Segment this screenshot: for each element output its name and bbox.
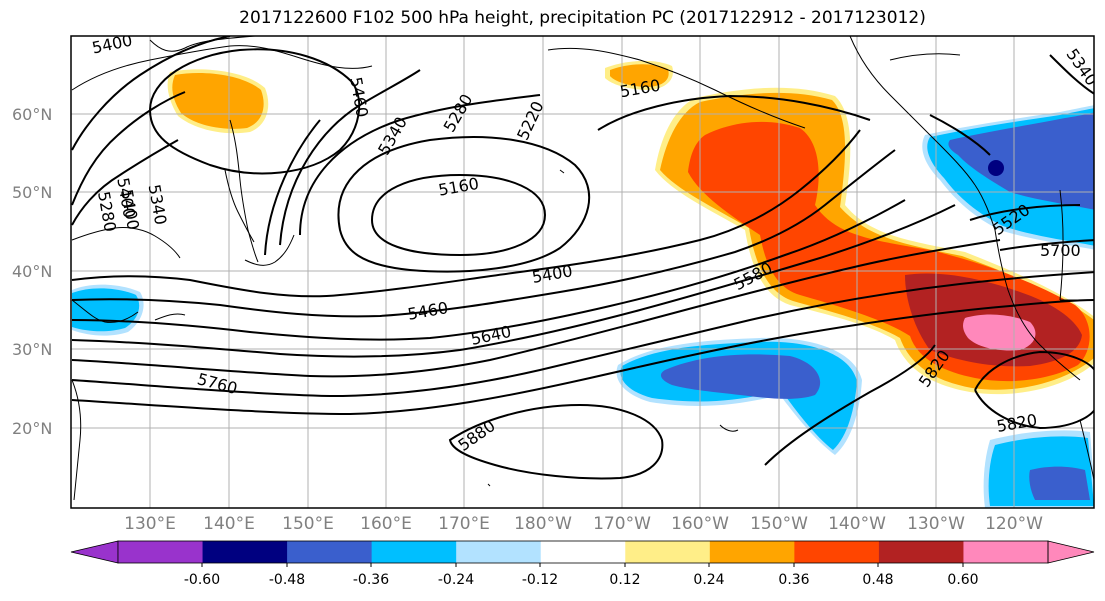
colorbar-segment [794, 541, 880, 563]
lat-label-50n: 50°N [12, 183, 53, 202]
contour-label: 5220 [513, 98, 547, 143]
lat-label-40n: 40°N [12, 262, 53, 281]
contour-label: 5340 [374, 113, 411, 158]
coastlines [71, 36, 1094, 501]
contour-label: 5280 [440, 91, 477, 136]
height-contours [71, 36, 1094, 480]
colorbar-segment [540, 541, 626, 563]
colorbar-tick-label: -0.60 [183, 572, 221, 588]
colorbar-tick-label: -0.48 [268, 572, 306, 588]
colorbar-tick-label: -0.12 [521, 572, 559, 588]
colorbar-segment [625, 541, 711, 563]
colorbar-tick-label: 0.12 [609, 572, 641, 588]
map-frame [70, 35, 1095, 509]
colorbar [70, 540, 1095, 567]
colorbar-extend-min [70, 540, 119, 564]
lon-label: 140°W [828, 514, 886, 534]
lon-label: 130°E [124, 514, 176, 534]
colorbar-tick-label: 0.36 [778, 572, 810, 588]
contour-label: 5400 [531, 261, 574, 287]
lon-label: 130°W [907, 514, 965, 534]
lat-label-30n: 30°N [12, 340, 53, 359]
contour-label: 5760 [195, 369, 239, 398]
lon-label: 120°W [985, 514, 1043, 534]
colorbar-tick-label: 0.48 [862, 572, 894, 588]
colorbar-tick-label: -0.24 [437, 572, 475, 588]
colorbar-tick-label: 0.24 [693, 572, 725, 588]
contour-label: 5160 [437, 174, 480, 200]
colorbar-segment [456, 541, 542, 563]
lon-label: 140°E [203, 514, 255, 534]
lon-label: 180°W [514, 514, 572, 534]
lon-label: 160°E [360, 514, 412, 534]
lon-label: 170°E [438, 514, 490, 534]
lat-label-20n: 20°N [12, 419, 53, 438]
colorbar-segment [118, 541, 204, 563]
colorbar-segment [963, 541, 1049, 563]
contour-label: 5280 [94, 190, 120, 233]
contour-label: 5460 [406, 298, 449, 324]
contour-label: 5340 [1062, 45, 1101, 89]
colorbar-segment [371, 541, 457, 563]
contour-label: 5340 [145, 183, 171, 226]
lon-label: 150°E [282, 514, 334, 534]
contour-label: 5880 [455, 416, 499, 455]
colorbar-segment [709, 541, 795, 563]
lat-label-60n: 60°N [12, 105, 53, 124]
colorbar-segment [878, 541, 964, 563]
map-title: 2017122600 F102 500 hPa height, precipit… [239, 8, 926, 28]
contour-label: 5820 [995, 410, 1038, 436]
contour-label: 5640 [469, 322, 513, 349]
lon-label: 170°W [593, 514, 651, 534]
contour-label: 5700 [1040, 241, 1081, 260]
precip-positive-shading [167, 60, 1094, 395]
contour-label: 5400 [90, 30, 134, 57]
colorbar-extend-max [1047, 540, 1095, 564]
colorbar-outline [117, 540, 1049, 564]
colorbar-tick-label: 0.60 [947, 572, 979, 588]
lon-label: 160°W [671, 514, 729, 534]
colorbar-segment [202, 541, 288, 563]
colorbar-segment [287, 541, 373, 563]
colorbar-tick-label: -0.36 [352, 572, 390, 588]
lon-label: 150°W [750, 514, 808, 534]
